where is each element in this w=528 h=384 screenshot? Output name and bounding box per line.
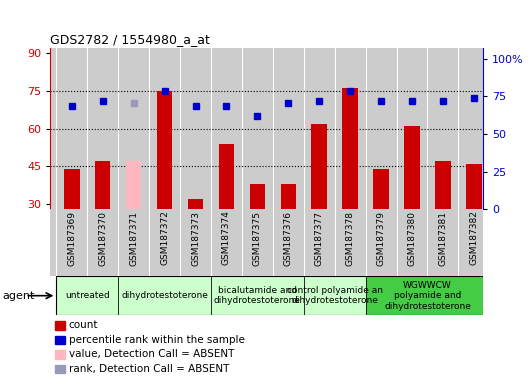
Bar (126, 161, 142, 280)
Bar (118, 276, 211, 315)
Bar (64, 169, 80, 280)
Bar (373, 169, 389, 280)
Text: GDS2782 / 1554980_a_at: GDS2782 / 1554980_a_at (50, 33, 210, 46)
Text: GSM187373: GSM187373 (191, 210, 200, 266)
Text: dihydrotestoterone: dihydrotestoterone (121, 291, 208, 300)
Bar (280, 184, 296, 280)
Text: GSM187371: GSM187371 (129, 210, 138, 266)
Text: GSM187382: GSM187382 (469, 210, 478, 265)
Bar (404, 126, 420, 280)
Text: GSM187376: GSM187376 (284, 210, 293, 266)
Text: value, Detection Call = ABSENT: value, Detection Call = ABSENT (69, 349, 234, 359)
Text: GSM187375: GSM187375 (253, 210, 262, 266)
Text: GSM187381: GSM187381 (438, 210, 447, 266)
Bar (250, 184, 265, 280)
Bar (188, 199, 203, 280)
Text: untreated: untreated (65, 291, 110, 300)
Bar (365, 276, 489, 315)
Text: GSM187369: GSM187369 (67, 210, 77, 266)
Bar (304, 276, 365, 315)
Text: GSM187372: GSM187372 (160, 210, 169, 265)
Bar (312, 124, 327, 280)
Bar (466, 164, 482, 280)
Bar (95, 161, 110, 280)
Text: rank, Detection Call = ABSENT: rank, Detection Call = ABSENT (69, 364, 229, 374)
Text: agent: agent (3, 291, 35, 301)
Text: percentile rank within the sample: percentile rank within the sample (69, 334, 244, 344)
Text: WGWWCW
polyamide and
dihydrotestoterone: WGWWCW polyamide and dihydrotestoterone (384, 281, 471, 311)
Text: bicalutamide and
dihydrotestoterone: bicalutamide and dihydrotestoterone (214, 286, 301, 305)
Text: GSM187379: GSM187379 (376, 210, 385, 266)
Text: GSM187380: GSM187380 (408, 210, 417, 266)
Text: count: count (69, 320, 98, 330)
Bar (435, 161, 450, 280)
Bar (157, 91, 172, 280)
Bar (56, 276, 118, 315)
Bar (342, 88, 358, 280)
Bar (211, 276, 304, 315)
Text: GSM187374: GSM187374 (222, 210, 231, 265)
Text: GSM187370: GSM187370 (98, 210, 107, 266)
Text: control polyamide an
dihydrotestoterone: control polyamide an dihydrotestoterone (287, 286, 383, 305)
Text: GSM187377: GSM187377 (315, 210, 324, 266)
Text: GSM187378: GSM187378 (346, 210, 355, 266)
Bar (219, 144, 234, 280)
